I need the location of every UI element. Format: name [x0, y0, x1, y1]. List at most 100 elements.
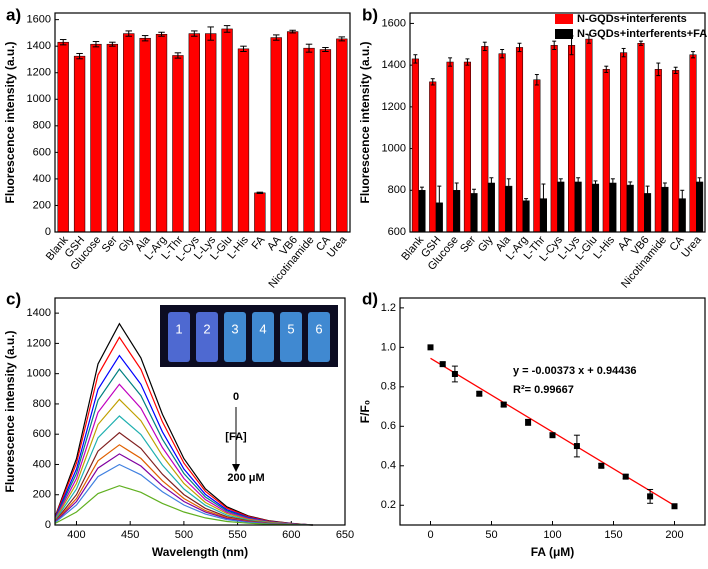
bar — [418, 190, 426, 233]
y-tick-label: 800 — [33, 120, 51, 132]
bar — [585, 38, 593, 233]
bar — [557, 181, 565, 233]
bar — [689, 54, 697, 233]
panel-label: c) — [6, 289, 21, 308]
bar — [574, 181, 582, 233]
error-bar — [59, 39, 67, 46]
error-bar — [645, 185, 650, 202]
error-bar — [482, 41, 487, 52]
x-axis-label: FA (μM) — [531, 545, 575, 559]
bar — [661, 186, 669, 233]
point — [476, 390, 483, 397]
legend-swatch — [555, 14, 573, 24]
bar — [139, 37, 151, 233]
annotation: R²= 0.99667 — [513, 384, 574, 396]
spectrum-line — [54, 444, 313, 526]
error-bar — [273, 34, 280, 41]
vial — [280, 312, 302, 362]
bar — [637, 42, 645, 233]
bar — [188, 33, 200, 233]
bar — [654, 69, 662, 233]
error-bar — [413, 54, 418, 64]
error-bar — [680, 189, 685, 208]
bar — [515, 47, 524, 233]
y-tick-label: 200 — [33, 489, 51, 501]
y-tick-label: 800 — [33, 398, 51, 410]
bar — [411, 58, 419, 233]
plot-frame — [399, 297, 706, 526]
x-tick-label: 650 — [336, 529, 354, 541]
y-tick-label: 1400 — [27, 40, 51, 52]
x-tick-label: 200 — [665, 529, 683, 541]
error-bar — [174, 52, 182, 59]
y-tick-label: 1000 — [27, 93, 51, 105]
bar — [463, 61, 471, 233]
point — [671, 503, 678, 510]
bar — [286, 31, 299, 233]
x-tick-label: Gly — [476, 234, 496, 255]
error-bar — [576, 177, 581, 187]
bar — [568, 45, 576, 233]
x-tick-label: 400 — [67, 529, 85, 541]
bar — [221, 28, 233, 233]
error-bar — [240, 45, 247, 52]
bar — [237, 48, 250, 233]
bar — [90, 43, 102, 233]
point — [647, 493, 654, 500]
point — [451, 370, 458, 377]
x-tick-label: Urea — [679, 233, 704, 260]
y-tick-label: 1.0 — [381, 341, 396, 353]
annotation: y = -0.00373 x + 0.94436 — [513, 365, 637, 377]
x-tick-label: 0 — [427, 529, 433, 541]
y-tick-label: 1200 — [27, 67, 51, 79]
spectrum-line — [54, 415, 313, 526]
y-tick-label: 800 — [388, 184, 406, 196]
point — [549, 432, 556, 439]
bar — [487, 182, 495, 233]
legend-label: N-GQDs+interferents — [577, 13, 687, 25]
error-bar — [552, 40, 557, 50]
error-bar — [489, 177, 494, 189]
point — [598, 462, 605, 469]
panel-label: d) — [362, 289, 378, 308]
error-bar — [534, 74, 539, 86]
panel-label: b) — [362, 5, 378, 24]
bar — [73, 55, 86, 233]
y-axis-label: Fluorescence intensity (a.u.) — [3, 41, 17, 203]
error-bar — [191, 30, 198, 37]
error-bar — [541, 183, 546, 214]
y-tick-label: 1000 — [382, 142, 406, 154]
bar — [602, 69, 610, 233]
bar — [172, 55, 184, 233]
y-tick-label: 400 — [33, 173, 51, 185]
error-bar — [454, 182, 459, 199]
bar — [609, 182, 617, 233]
vial — [308, 312, 330, 362]
x-tick-label: L-His — [591, 234, 617, 262]
error-bar — [125, 30, 132, 37]
error-bar — [610, 178, 615, 188]
vial-number: 6 — [315, 321, 322, 336]
bar — [470, 193, 478, 233]
error-bar — [472, 188, 477, 199]
bar — [270, 37, 282, 233]
y-axis-label: Fluorescence intensity (a.u.) — [358, 41, 372, 203]
plot-frame — [54, 297, 346, 526]
bar — [205, 33, 217, 233]
point — [622, 473, 629, 480]
spectrum-line — [54, 485, 313, 526]
y-tick-label: 1400 — [27, 307, 51, 319]
error-bar — [437, 185, 442, 220]
bar — [155, 33, 168, 233]
bar — [498, 53, 506, 233]
error-bar — [338, 36, 346, 42]
point — [439, 361, 446, 368]
error-bar — [638, 40, 643, 46]
y-tick-label: 1200 — [27, 337, 51, 349]
vial — [196, 312, 218, 362]
error-bar — [621, 47, 626, 58]
bar — [106, 43, 119, 233]
bar — [429, 81, 437, 233]
bar — [696, 181, 704, 233]
bar — [254, 192, 266, 233]
